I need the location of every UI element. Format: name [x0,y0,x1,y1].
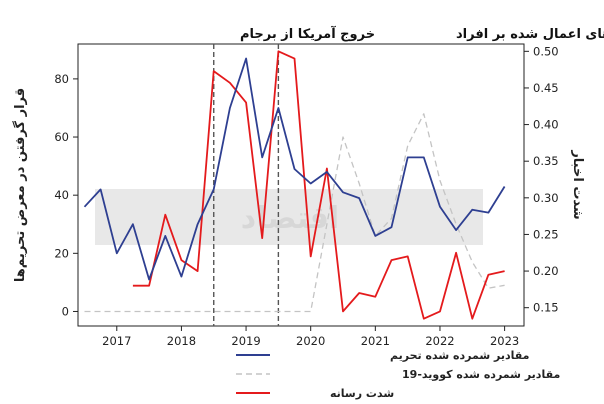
right-tick-label: 0.15 [533,301,559,315]
x-tick-label: 2022 [425,334,454,348]
right-tick-label: 0.30 [533,191,559,205]
right-tick-label: 0.40 [533,118,559,132]
x-tick-label: 2021 [361,334,390,348]
svg-text:اقتصاد: اقتصاد [241,201,339,236]
series-line-sanctions [83,57,506,281]
watermark: اقتصاد [95,189,483,245]
legend-label-sanctions: مقادیر شمرده شده تحریم [390,349,529,362]
left-tick-label: 80 [54,72,69,86]
legend: مقادیر شمرده شده تحریم مقادیر شمرده شده … [236,349,560,400]
left-tick-label: 40 [54,188,69,202]
x-axis-ticks: 2017 2018 2019 2020 2021 2022 2023 [102,326,519,348]
event-lines [213,44,280,326]
left-tick-label: 20 [54,246,69,260]
x-tick-label: 2018 [167,334,196,348]
x-tick-label: 2020 [296,334,325,348]
right-axis-title: شدت اخبار [570,149,585,219]
left-tick-label: 0 [62,304,69,318]
legend-label-covid: مقادیر شمرده شده کووید-19 [402,368,560,381]
x-tick-label: 2019 [231,334,260,348]
right-tick-label: 0.50 [533,44,559,58]
series-line-media [132,50,505,320]
left-tick-label: 60 [54,130,69,144]
right-tick-label: 0.25 [533,227,559,241]
series-line-covid [84,113,505,313]
right-tick-label: 0.20 [533,264,559,278]
legend-label-media: شدت رسانه [330,387,394,400]
annotation-individual-sanctions: تحریم‌های اعمال شده بر افراد [456,27,604,42]
x-tick-label: 2017 [102,334,131,348]
left-axis-title: قرار گرفتن در معرض تحریم‌ها [12,88,28,282]
annotation-jcpoa-exit: خروج آمریکا از برجام [240,25,375,42]
right-tick-label: 0.35 [533,154,559,168]
plot-frame [77,43,525,327]
right-axis-ticks: 0.15 0.20 0.25 0.30 0.35 0.40 0.45 0.50 [524,44,559,315]
left-axis-ticks: 0 20 40 60 80 [54,72,78,318]
series-lines [83,50,506,320]
x-tick-label: 2023 [490,334,519,348]
right-tick-label: 0.45 [533,81,559,95]
